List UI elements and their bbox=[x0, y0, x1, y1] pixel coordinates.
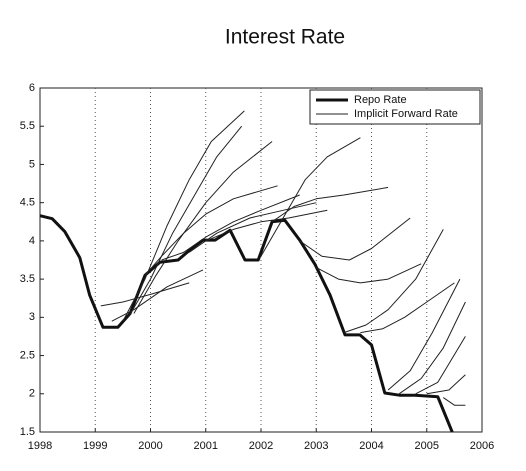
y-tick-label: 6 bbox=[29, 82, 35, 94]
legend-box bbox=[309, 89, 481, 125]
forward-curve bbox=[415, 336, 466, 395]
y-tick-label: 2.5 bbox=[20, 349, 35, 361]
forward-curve bbox=[360, 282, 455, 334]
legend-label: Implicit Forward Rate bbox=[354, 108, 458, 120]
x-tick-label: 2000 bbox=[138, 440, 162, 452]
y-tick-label: 1.5 bbox=[20, 426, 35, 438]
forward-curve bbox=[127, 125, 243, 318]
y-tick-label: 4.5 bbox=[20, 197, 35, 209]
forward-curve bbox=[188, 202, 317, 253]
forward-curve bbox=[111, 269, 204, 322]
forward-curve bbox=[133, 141, 273, 314]
legend-label: Repo Rate bbox=[354, 94, 407, 106]
x-tick-label: 2002 bbox=[249, 440, 273, 452]
y-tick-label: 3.5 bbox=[20, 273, 35, 285]
forward-curve bbox=[205, 209, 328, 242]
forward-curve bbox=[387, 278, 461, 391]
forward-curve bbox=[260, 137, 361, 257]
forward-curve bbox=[144, 185, 278, 276]
y-tick-label: 3 bbox=[29, 311, 35, 323]
y-tick-label: 5.5 bbox=[20, 120, 35, 132]
x-tick-label: 2001 bbox=[194, 440, 218, 452]
y-tick-label: 5 bbox=[29, 158, 35, 170]
x-tick-label: 1998 bbox=[28, 440, 52, 452]
forward-curve bbox=[398, 301, 466, 395]
x-tick-label: 2004 bbox=[359, 440, 383, 452]
y-tick-label: 2 bbox=[29, 388, 35, 400]
forward-curve bbox=[426, 374, 466, 395]
forward-curve bbox=[161, 194, 300, 261]
x-tick-label: 2006 bbox=[470, 440, 494, 452]
forward-curve bbox=[100, 282, 190, 307]
repo-line bbox=[39, 214, 454, 433]
forward-curve bbox=[122, 110, 245, 322]
y-tick-label: 4 bbox=[29, 235, 35, 247]
forward-curve bbox=[299, 217, 411, 261]
x-tick-label: 1999 bbox=[83, 440, 107, 452]
x-tick-label: 2005 bbox=[415, 440, 439, 452]
forward-curve bbox=[443, 397, 466, 406]
x-tick-label: 2003 bbox=[304, 440, 328, 452]
forward-curve bbox=[316, 263, 422, 284]
chart-title: Interest Rate bbox=[225, 26, 345, 49]
forward-curve bbox=[343, 229, 444, 334]
forward-curve bbox=[271, 186, 389, 223]
